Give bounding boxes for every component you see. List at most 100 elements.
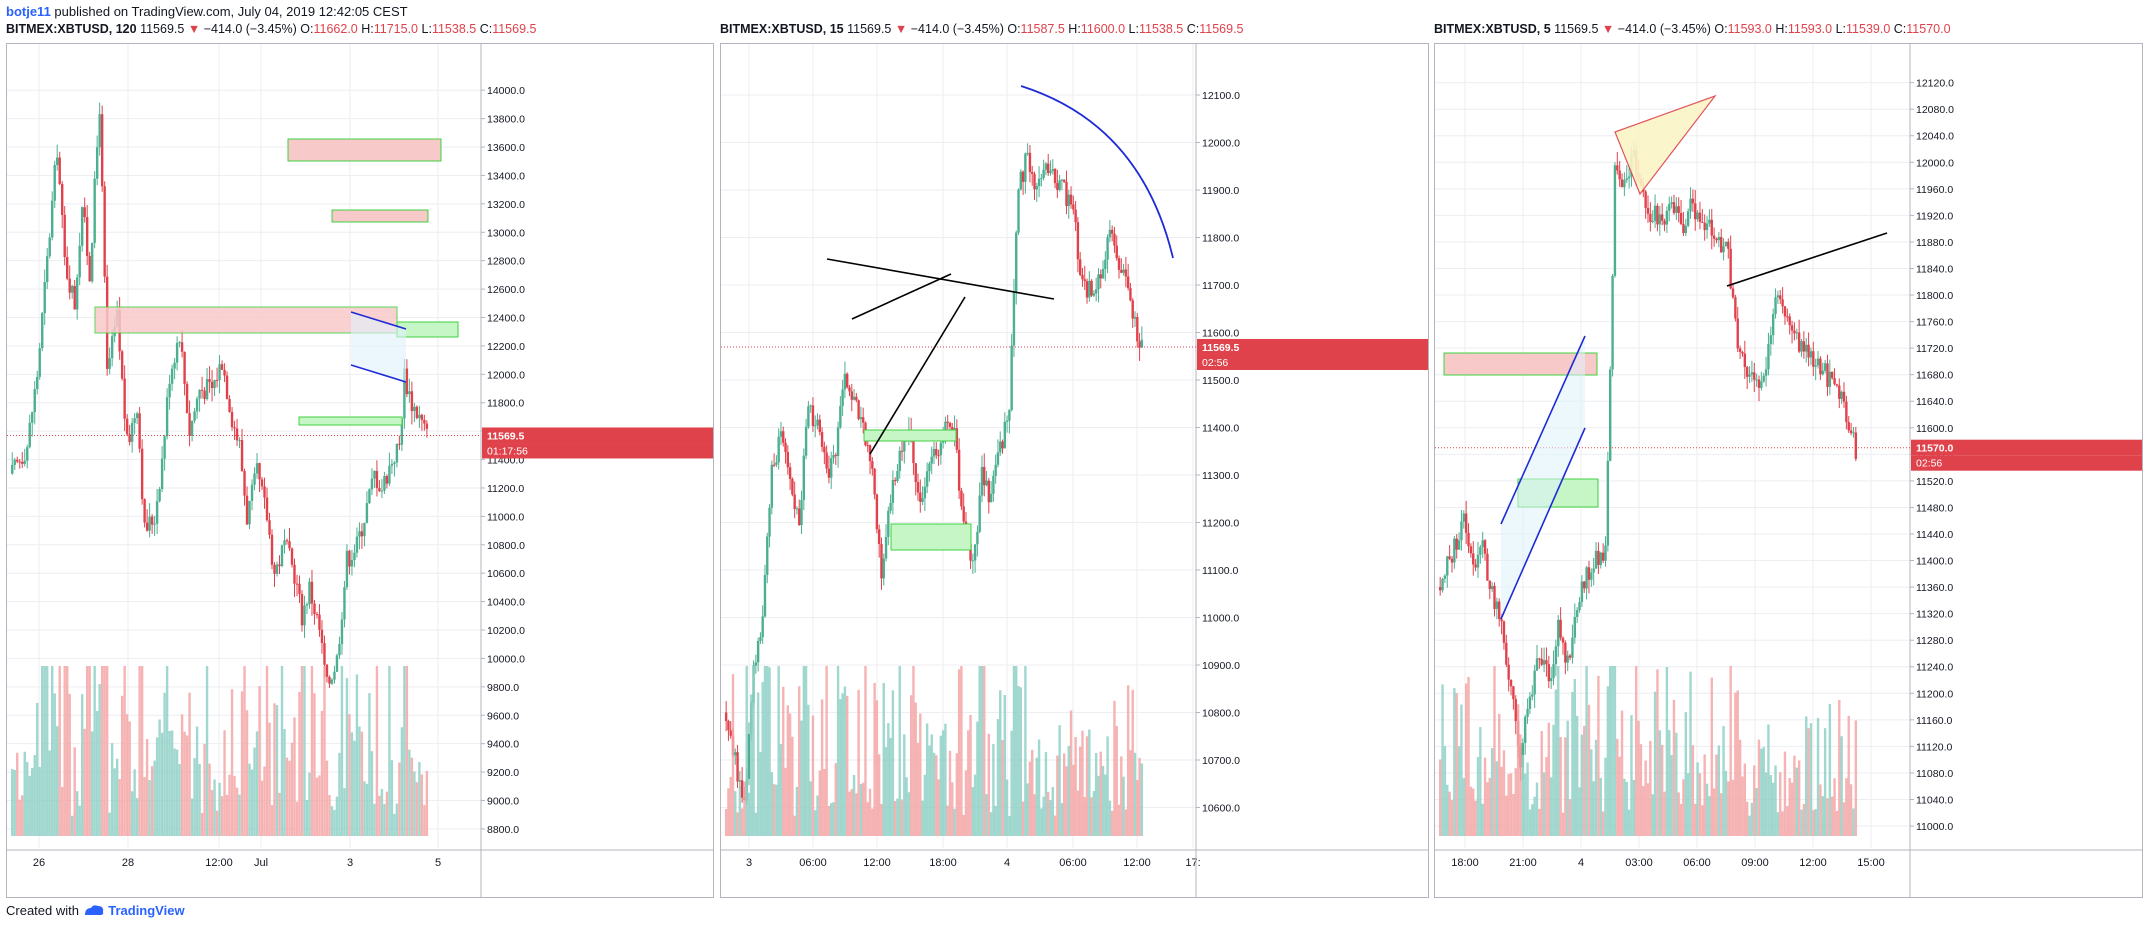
tradingview-link[interactable]: TradingView xyxy=(108,903,185,918)
y-tick-label: 10800.0 xyxy=(1202,708,1240,720)
candle-body xyxy=(1083,279,1086,282)
candle-body xyxy=(1599,552,1602,565)
volume-bar xyxy=(786,705,790,836)
author-link[interactable]: botje11 xyxy=(6,4,51,19)
candle-body xyxy=(63,214,66,258)
candle-body xyxy=(213,379,216,389)
candle-body xyxy=(153,523,156,525)
last-price: 11569.5 xyxy=(140,22,185,36)
candle-body xyxy=(158,489,161,502)
volume-bar xyxy=(403,666,406,836)
volume-bar xyxy=(887,723,890,836)
candle-body xyxy=(1573,616,1576,638)
candle-body xyxy=(800,500,803,526)
volume-bar xyxy=(248,763,251,836)
volume-bar xyxy=(1807,728,1810,836)
volume-bar xyxy=(1051,787,1054,836)
volume-bar xyxy=(1495,761,1499,836)
volume-bar xyxy=(18,799,21,836)
candle-body xyxy=(318,614,321,630)
chart-panel-5[interactable]: 12120.0 12080.0 12040.0 12000.0 11960.0 11920… xyxy=(1434,43,2143,898)
chart-panel-120[interactable]: 14000.0 13800.0 13600.0 13400.0 13200.0 13000… xyxy=(6,43,714,898)
candle-body xyxy=(814,425,817,427)
candle-body xyxy=(58,157,61,185)
candle-body xyxy=(1136,317,1139,342)
candle-body xyxy=(861,417,865,423)
chart-svg-15[interactable]: 12100.0 12000.0 11900.0 11800.0 11700.0 11600… xyxy=(721,44,1428,897)
candle-body xyxy=(98,114,101,148)
candle-body xyxy=(1601,552,1605,561)
volume-bar xyxy=(1741,776,1744,836)
volume-bar xyxy=(238,794,241,836)
candle-body xyxy=(1035,186,1038,190)
candle-body xyxy=(243,471,246,496)
volume-bar xyxy=(1531,804,1534,836)
volume-bar xyxy=(1074,736,1077,836)
x-tick-label: Jul xyxy=(254,857,268,869)
candle-body xyxy=(208,379,211,382)
volume-bar xyxy=(1675,732,1678,836)
candle-body xyxy=(1469,546,1473,554)
volume-bar xyxy=(1710,677,1713,836)
volume-bar xyxy=(23,751,26,836)
volume-bar xyxy=(193,758,196,836)
change-value: −414.0 (−3.45%) xyxy=(910,22,1004,36)
candle-body xyxy=(1561,637,1565,643)
y-tick-label: 11480.0 xyxy=(1916,502,1953,514)
candle-body xyxy=(983,466,986,486)
candle-body xyxy=(1117,258,1121,270)
publish-info: published on TradingView.com, July 04, 2… xyxy=(54,4,408,19)
candle-body xyxy=(944,421,947,435)
x-tick-label: 28 xyxy=(122,857,134,869)
candle-body xyxy=(1753,372,1756,380)
candle-body xyxy=(1594,550,1598,569)
y-tick-label: 12000.0 xyxy=(1916,157,1954,169)
volume-bar xyxy=(731,674,735,836)
candle-body xyxy=(1003,421,1007,449)
chart-panel-15[interactable]: 12100.0 12000.0 11900.0 11800.0 11700.0 11600… xyxy=(720,43,1429,898)
volume-bar xyxy=(1578,787,1581,836)
candle-body xyxy=(1464,513,1468,533)
candle-body xyxy=(1611,275,1614,370)
volume-bar xyxy=(1653,691,1657,836)
volume-bar xyxy=(1689,671,1692,836)
candle-body xyxy=(1838,385,1841,399)
volume-bar xyxy=(1019,687,1022,836)
chart-svg-5[interactable]: 12120.0 12080.0 12040.0 12000.0 11960.0 11920… xyxy=(1435,44,2142,897)
candle-body xyxy=(310,581,314,604)
candle-body xyxy=(1545,660,1548,665)
candle-body xyxy=(807,406,810,427)
volume-bar xyxy=(218,782,221,836)
volume-bar xyxy=(1805,716,1808,836)
y-tick-label: 11840.0 xyxy=(1916,263,1953,275)
volume-bar xyxy=(170,730,174,836)
volume-bar xyxy=(1781,811,1784,836)
volume-bar xyxy=(967,730,970,836)
volume-bar xyxy=(1443,746,1447,836)
candle-body xyxy=(1715,238,1718,241)
volume-bar xyxy=(130,791,134,836)
candle-body xyxy=(1559,619,1562,638)
candle-body xyxy=(1774,297,1777,314)
candle-body xyxy=(1613,165,1617,276)
chart-svg-120[interactable]: 14000.0 13800.0 13600.0 13400.0 13200.0 13000… xyxy=(7,44,713,897)
candle-body xyxy=(198,389,201,399)
candle-body xyxy=(255,463,259,474)
candle-body xyxy=(145,522,149,531)
volume-bar xyxy=(295,801,299,836)
y-tick-label: 10800.0 xyxy=(487,540,525,552)
volume-bar xyxy=(836,666,840,836)
candle-body xyxy=(932,448,936,457)
volume-bar xyxy=(1540,731,1543,836)
candle-body xyxy=(1502,621,1506,643)
candle-body xyxy=(1453,538,1456,563)
volume-bar xyxy=(1639,744,1643,836)
candle-body xyxy=(188,413,191,436)
volume-bar xyxy=(395,803,399,836)
candle-body xyxy=(1852,432,1855,434)
volume-bar xyxy=(1670,755,1673,836)
volume-bar xyxy=(1779,772,1782,836)
volume-bar xyxy=(800,720,803,836)
chart-title-15: BITMEX:XBTUSD, 15 11569.5 ▼ −414.0 (−3.4… xyxy=(720,22,1244,36)
y-tick-label: 11320.0 xyxy=(1916,609,1953,621)
